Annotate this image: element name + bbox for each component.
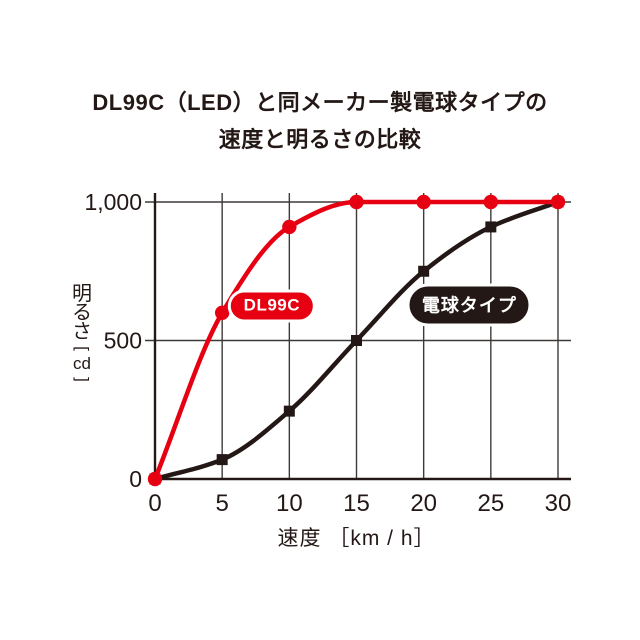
y-tick-label-1000: 1,000: [84, 189, 142, 215]
data-point-DL99C-30: [550, 194, 566, 210]
x-tick-label-5: 5: [215, 490, 228, 517]
y-tick-label-0: 0: [129, 466, 142, 492]
x-tick-label-20: 20: [410, 490, 437, 517]
y-axis-unit-bracket-open: [: [72, 346, 92, 351]
chart-title-line2: 速度と明るさの比較: [218, 127, 422, 152]
data-point-電球タイプ-15: [351, 335, 362, 346]
chart-title-line1: DL99C（LED）と同メーカー製電球タイプの: [92, 90, 548, 115]
series-label-pill-bulb-type: 電球タイプ: [406, 283, 532, 327]
chart-title: DL99C（LED）と同メーカー製電球タイプの 速度と明るさの比較: [0, 84, 640, 158]
data-point-DL99C-25: [483, 194, 499, 210]
y-axis-title-char: さ: [72, 321, 92, 343]
data-point-DL99C-10: [282, 219, 297, 235]
x-tick-label-30: 30: [545, 490, 572, 517]
data-point-電球タイプ-10: [283, 405, 295, 417]
y-axis-title-char: 明: [72, 283, 92, 305]
y-axis-title: 明るさ [ cd]: [64, 283, 100, 386]
data-point-DL99C-0: [147, 471, 163, 487]
data-point-DL99C-15: [349, 194, 364, 210]
data-point-電球タイプ-20: [418, 265, 430, 277]
data-point-DL99C-5: [214, 305, 230, 320]
x-tick-label-10: 10: [276, 490, 303, 517]
y-tick-label-500: 500: [104, 328, 142, 354]
x-tick-label-0: 0: [148, 490, 161, 517]
y-axis-title-char: る: [72, 302, 92, 324]
x-tick-label-15: 15: [343, 490, 370, 517]
series-label-pill-dl99c: DL99C: [227, 289, 317, 323]
y-axis-unit: cd: [73, 354, 91, 373]
data-point-電球タイプ-5: [216, 454, 228, 466]
y-axis-unit-bracket-close: ]: [72, 377, 92, 382]
data-point-DL99C-20: [416, 194, 431, 210]
data-point-電球タイプ-25: [485, 221, 497, 233]
x-tick-label-25: 25: [477, 490, 504, 517]
x-axis-title: 速度 ［km / h］: [277, 527, 436, 550]
